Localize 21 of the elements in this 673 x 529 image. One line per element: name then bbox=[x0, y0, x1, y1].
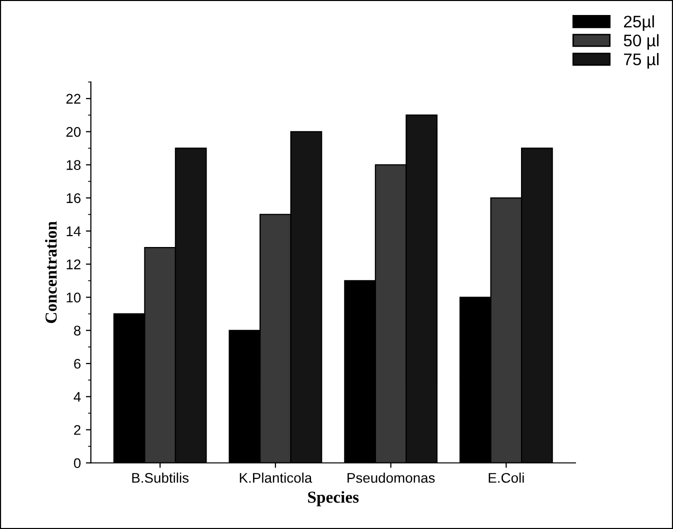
x-tick-label: B.Subtilis bbox=[132, 472, 189, 483]
y-tick-label: 14 bbox=[66, 226, 81, 236]
y-tick-label: 8 bbox=[74, 326, 81, 336]
y-tick-label: 6 bbox=[74, 358, 81, 369]
y-tick-label: 2 bbox=[74, 425, 80, 435]
legend-label: 50 µl bbox=[624, 34, 659, 50]
y-tick-label: 16 bbox=[66, 193, 81, 204]
x-tick-label: K.Planticola bbox=[240, 472, 312, 483]
y-axis-title: Concentration bbox=[45, 221, 57, 324]
x-tick-label: E.Coli bbox=[488, 472, 524, 483]
y-tick-label: 18 bbox=[66, 160, 81, 170]
y-tick-label: 10 bbox=[66, 292, 81, 302]
y-tick-label: 4 bbox=[74, 392, 81, 402]
y-tick-label: 22 bbox=[66, 94, 80, 104]
y-tick-label: 20 bbox=[66, 127, 81, 137]
y-tick-label: 0 bbox=[74, 458, 81, 468]
legend-label: 75 µl bbox=[624, 53, 659, 69]
x-axis-title: Species bbox=[308, 491, 359, 506]
y-tick-label: 12 bbox=[66, 259, 80, 270]
legend-label: 25µl bbox=[624, 15, 654, 31]
x-tick-label: Pseudomonas bbox=[348, 472, 435, 483]
